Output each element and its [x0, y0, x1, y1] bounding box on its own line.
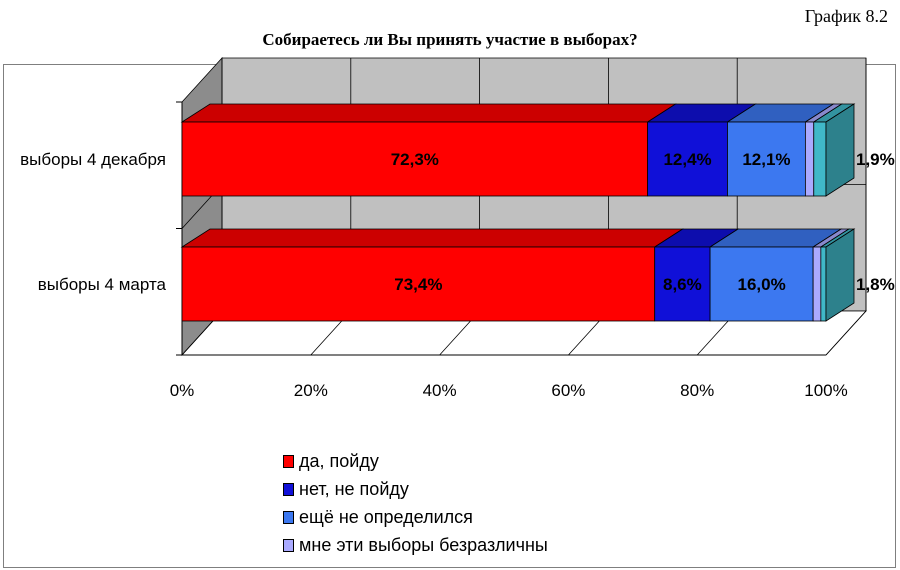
bar-top — [180, 103, 677, 123]
chart-plot: 72,3% 12,4% 12,1% 1,9% выборы 4 декабря 73,4%… — [20, 56, 895, 400]
x-tick-label: 60% — [551, 381, 585, 400]
x-tick-label: 20% — [294, 381, 328, 400]
legend-item: мне эти выборы безразличны — [283, 531, 548, 559]
bar-segment — [181, 121, 649, 197]
data-label: 72,3% — [391, 150, 439, 169]
bar-segment — [804, 121, 815, 197]
bar-segment — [820, 246, 827, 322]
legend-label: ещё не определился — [299, 506, 473, 527]
bar-segment — [654, 246, 711, 322]
bar-segment — [813, 121, 827, 197]
figure-label: График 8.2 — [804, 6, 888, 26]
gridline-floor — [825, 310, 867, 356]
legend-item: да, пойду — [283, 447, 548, 475]
data-label: 12,1% — [742, 150, 790, 169]
data-label: 16,0% — [737, 275, 785, 294]
bar-side — [825, 103, 855, 197]
legend-label: нет, не пойду — [299, 478, 409, 499]
category-label: выборы 4 марта — [38, 275, 167, 294]
bar-segment — [181, 246, 656, 322]
legend-swatch-yes — [283, 454, 294, 468]
bar-side — [825, 228, 855, 322]
bar-segment — [727, 121, 806, 197]
bar-segment — [812, 246, 822, 322]
data-label: 8,6% — [663, 275, 702, 294]
data-label: 12,4% — [663, 150, 711, 169]
bar-top — [180, 228, 685, 248]
x-tick-label: 80% — [680, 381, 714, 400]
bar-segment — [647, 121, 728, 197]
x-tick-label: 0% — [170, 381, 195, 400]
data-label: 1,8% — [856, 275, 895, 294]
data-label: 1,9% — [856, 150, 895, 169]
legend-swatch-indifferent — [283, 538, 294, 552]
data-label: 73,4% — [394, 275, 442, 294]
legend-swatch-no — [283, 482, 294, 496]
legend: да, пойду нет, не пойду ещё не определил… — [283, 447, 548, 559]
chart-title: Собираетесь ли Вы принять участие в выбо… — [262, 30, 638, 49]
legend-item: ещё не определился — [283, 503, 548, 531]
legend-label: да, пойду — [299, 450, 379, 471]
bar-segment — [709, 246, 814, 322]
category-label: выборы 4 декабря — [20, 150, 166, 169]
x-tick-label: 40% — [423, 381, 457, 400]
legend-label: мне эти выборы безразличны — [299, 534, 548, 555]
x-tick-label: 100% — [804, 381, 847, 400]
legend-swatch-undecided — [283, 510, 294, 524]
legend-item: нет, не пойду — [283, 475, 548, 503]
